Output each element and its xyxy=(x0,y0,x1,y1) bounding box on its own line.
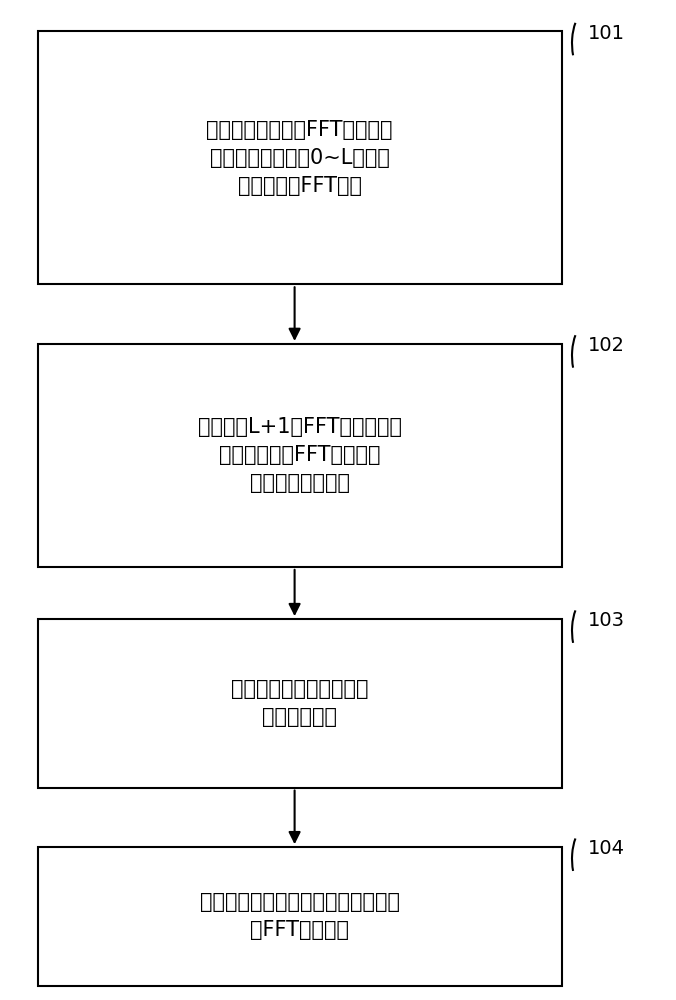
Text: 计算每次移位后对应导频
相位的标准差: 计算每次移位后对应导频 相位的标准差 xyxy=(231,679,368,727)
Text: 101: 101 xyxy=(588,24,625,43)
Text: 103: 103 xyxy=(588,611,625,630)
Bar xyxy=(38,847,562,986)
Text: 102: 102 xyxy=(588,336,625,355)
Bar xyxy=(38,619,562,788)
Bar xyxy=(38,344,562,567)
Text: 以同步计算出来的FFT开窗位置
为零点，依次向前0~L个采样
点分别进行FFT计算: 以同步计算出来的FFT开窗位置 为零点，依次向前0~L个采样 点分别进行FFT计… xyxy=(206,120,393,196)
Text: 将每次移位后标准差最小的作为最终
的FFT开窗位置: 将每次移位后标准差最小的作为最终 的FFT开窗位置 xyxy=(199,892,400,940)
Text: 104: 104 xyxy=(588,839,625,858)
Text: 针对前面L+1个FFT计算结果，
分别提取每个FFT结果中导
频部分的相位信息: 针对前面L+1个FFT计算结果， 分别提取每个FFT结果中导 频部分的相位信息 xyxy=(197,417,402,493)
Bar xyxy=(38,31,562,284)
